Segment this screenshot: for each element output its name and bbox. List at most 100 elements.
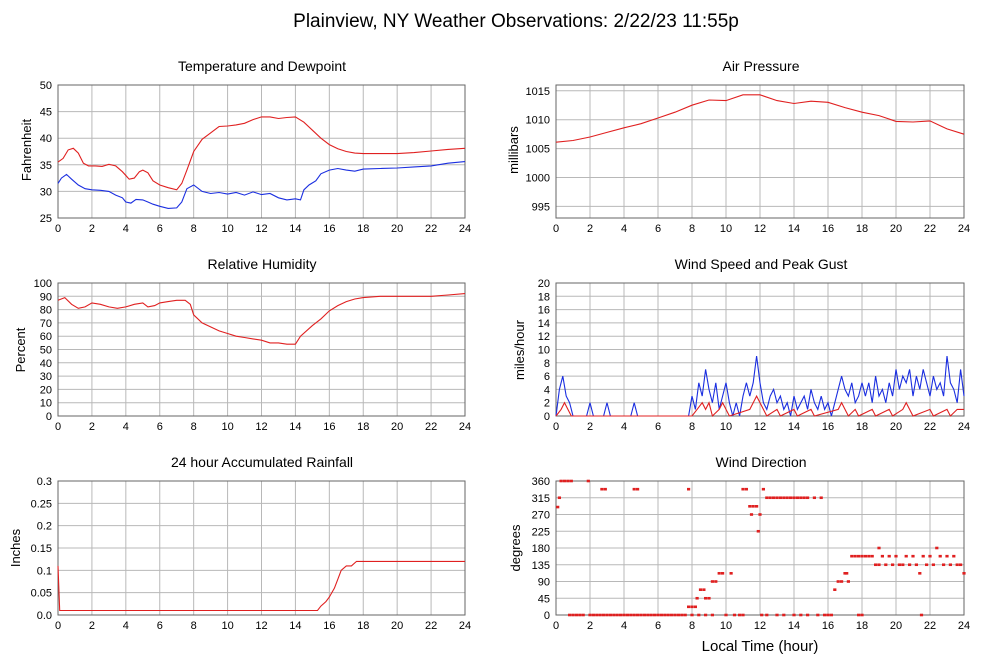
x-tick-label: 4: [621, 620, 627, 632]
data-point: [948, 563, 952, 567]
y-tick-label: 0.25: [31, 498, 52, 510]
x-tick-label: 0: [55, 620, 61, 632]
data-point: [710, 613, 714, 617]
data-point: [850, 554, 854, 558]
y-tick-label: 90: [538, 577, 550, 589]
data-point: [732, 613, 737, 617]
chart-direction: Wind Direction degrees 0 2 4 6 8 10 12 14 16 18 20…: [508, 454, 970, 632]
y-tick-label: 70: [40, 318, 52, 330]
data-point: [598, 613, 602, 617]
data-point: [829, 613, 833, 617]
data-point: [799, 613, 803, 617]
data-point: [749, 513, 754, 516]
data-point: [795, 496, 799, 500]
data-point: [955, 563, 959, 567]
data-point: [897, 563, 901, 567]
x-tick-label: 22: [924, 620, 936, 632]
data-point: [880, 554, 884, 558]
x-tick-label: 20: [391, 421, 403, 433]
chart-title: Wind Direction: [715, 454, 806, 470]
y-tick-label: 1005: [526, 144, 550, 156]
y-tick-label: 30: [40, 186, 52, 198]
data-point: [908, 563, 912, 567]
x-tick-label: 0: [553, 620, 559, 632]
x-tick-label: 6: [157, 223, 163, 235]
x-tick-label: 14: [289, 421, 301, 433]
y-tick-label: 0.3: [37, 476, 52, 488]
x-tick-label: 4: [123, 421, 129, 433]
y-tick-label: 1000: [526, 173, 550, 185]
x-tick-label: 4: [621, 223, 627, 235]
plot-frame: [57, 84, 466, 219]
data-point: [646, 613, 650, 617]
data-point: [649, 613, 653, 617]
chart-ylabel: degrees: [508, 524, 523, 571]
data-point: [639, 613, 643, 617]
x-tick-label: 8: [191, 620, 197, 632]
data-point: [802, 496, 806, 500]
x-tick-label: 14: [788, 421, 800, 433]
data-point: [785, 496, 789, 500]
y-tick-label: 180: [532, 543, 550, 555]
y-tick-label: 45: [538, 593, 550, 605]
data-point: [602, 613, 606, 617]
y-tick-label: 40: [40, 358, 52, 370]
x-tick-label: 6: [655, 620, 661, 632]
x-tick-label: 2: [89, 620, 95, 632]
chart-title: Temperature and Dewpoint: [178, 58, 346, 74]
chart-ylabel: Inches: [8, 528, 23, 567]
data-point: [919, 613, 924, 617]
data-point: [656, 613, 660, 617]
y-tick-label: 1010: [526, 115, 550, 127]
data-point: [670, 613, 674, 617]
data-point: [836, 580, 840, 583]
data-point: [629, 613, 633, 617]
data-point: [812, 496, 816, 500]
data-point: [578, 613, 582, 617]
x-tick-label: 24: [459, 223, 471, 235]
data-point: [673, 613, 677, 617]
x-tick-label: 8: [689, 620, 695, 632]
y-tick-label: 30: [40, 371, 52, 383]
x-tick-label: 22: [924, 421, 936, 433]
y-tick-label: 60: [40, 331, 52, 343]
data-point: [867, 554, 871, 558]
y-tick-label: 80: [40, 305, 52, 317]
x-tick-label: 24: [958, 620, 970, 632]
data-point: [826, 613, 830, 617]
data-point: [717, 572, 721, 575]
x-tick-label: 8: [689, 421, 695, 433]
x-tick-label: 18: [856, 421, 868, 433]
y-tick-label: 360: [532, 476, 550, 488]
data-point: [714, 580, 718, 583]
y-tick-label: 135: [532, 560, 550, 572]
x-tick-label: 8: [191, 421, 197, 433]
x-tick-label: 18: [856, 620, 868, 632]
data-point: [612, 613, 616, 617]
data-point: [632, 487, 636, 491]
series-line: [57, 560, 465, 612]
x-tick-label: 22: [425, 223, 437, 235]
data-point: [619, 613, 623, 617]
data-point: [853, 554, 857, 558]
data-point: [707, 596, 711, 600]
y-tick-label: 50: [40, 345, 52, 357]
data-point: [659, 613, 663, 617]
data-point: [556, 505, 560, 509]
data-point: [562, 479, 567, 483]
data-point: [704, 613, 708, 617]
y-tick-label: 10: [40, 398, 52, 410]
x-tick-label: 4: [123, 620, 129, 632]
plot-frame: [555, 282, 965, 417]
data-point: [559, 479, 563, 483]
data-point: [884, 563, 888, 567]
data-point: [945, 554, 949, 558]
x-tick-label: 14: [289, 223, 301, 235]
x-tick-label: 20: [890, 421, 902, 433]
x-tick-label: 10: [720, 223, 732, 235]
series-line: [555, 394, 964, 418]
series-line: [555, 94, 965, 143]
